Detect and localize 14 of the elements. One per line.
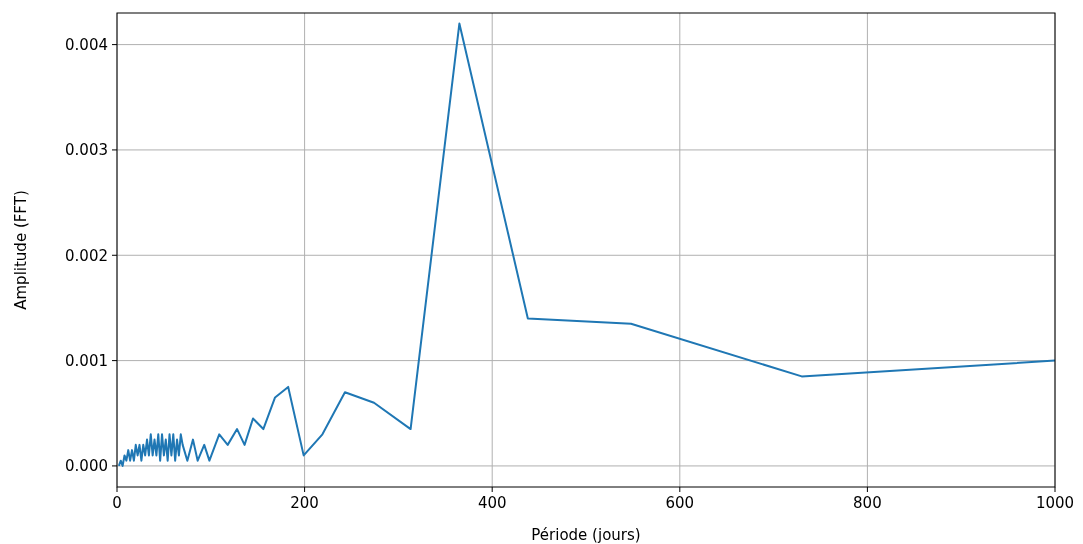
- line-series: [117, 22, 1055, 467]
- x-tick-label: 1000: [1035, 494, 1075, 512]
- y-tick-label: 0.000: [65, 457, 108, 476]
- y-tick-label: 0.003: [65, 141, 108, 160]
- y-tick-label: 0.001: [65, 351, 108, 370]
- x-tick-label: 200: [290, 494, 319, 512]
- x-tick-label: 400: [477, 494, 507, 512]
- x-axis-title: Période (jours): [531, 526, 641, 544]
- y-tick-label: 0.002: [65, 246, 108, 265]
- x-tick-label: 600: [665, 494, 695, 512]
- x-tick-label: 0: [112, 494, 122, 512]
- y-tick-label: 0.004: [65, 35, 108, 54]
- x-tick-label: 800: [853, 494, 882, 512]
- y-axis-title: Amplitude (FFT): [12, 190, 30, 310]
